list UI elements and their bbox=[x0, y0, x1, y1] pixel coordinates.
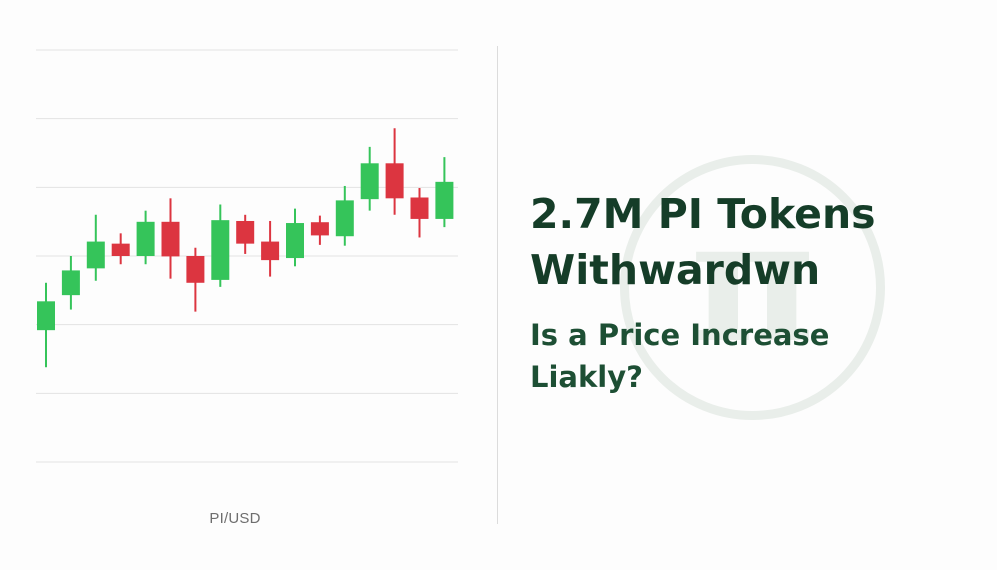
candle-body bbox=[360, 163, 379, 200]
candles bbox=[37, 128, 454, 368]
candle-down bbox=[310, 215, 329, 245]
candle-body bbox=[161, 221, 180, 257]
candle-down bbox=[111, 233, 130, 265]
pi-logo-watermark-icon: π bbox=[620, 155, 885, 420]
candle-body bbox=[261, 241, 280, 261]
candle-body bbox=[335, 200, 354, 237]
candlestick-chart: PI/USD bbox=[0, 0, 470, 570]
candle-body bbox=[435, 181, 454, 219]
grid-lines bbox=[36, 49, 458, 463]
subheadline: Is a Price Increase Liakly? bbox=[530, 314, 970, 398]
candle-up bbox=[286, 208, 304, 267]
candle-down bbox=[261, 220, 280, 277]
candle-body bbox=[385, 163, 404, 199]
candle-up bbox=[360, 146, 379, 211]
candle-up bbox=[335, 185, 354, 246]
candle-body bbox=[111, 243, 130, 256]
candle-down bbox=[236, 214, 255, 254]
candle-body bbox=[211, 220, 230, 280]
divider-line bbox=[497, 46, 498, 524]
candle-body bbox=[61, 270, 80, 296]
candle-body bbox=[236, 220, 255, 244]
headline: 2.7M PI Tokens Withwardwn bbox=[530, 186, 970, 298]
candle-up bbox=[37, 282, 55, 368]
candle-body bbox=[310, 222, 329, 236]
headline-line-2: Withwardwn bbox=[530, 246, 821, 294]
candle-down bbox=[410, 188, 429, 238]
candle-down bbox=[186, 247, 205, 312]
pair-label: PI/USD bbox=[209, 510, 261, 527]
subheadline-line-2: Liakly? bbox=[530, 360, 643, 394]
candle-up bbox=[211, 204, 230, 287]
candle-body bbox=[136, 221, 155, 256]
subheadline-line-1: Is a Price Increase bbox=[530, 318, 830, 352]
candle-body bbox=[286, 223, 304, 259]
candle-up bbox=[86, 214, 105, 281]
candle-up bbox=[136, 210, 155, 265]
watermark-symbol: π bbox=[690, 181, 814, 381]
candle-up bbox=[435, 157, 454, 228]
candle-body bbox=[86, 241, 105, 269]
candle-body bbox=[186, 256, 205, 283]
candle-body bbox=[410, 197, 429, 219]
headline-line-1: 2.7M PI Tokens bbox=[530, 190, 876, 238]
candle-body bbox=[37, 301, 55, 331]
chart-canvas bbox=[36, 49, 458, 463]
candle-down bbox=[385, 128, 404, 215]
candle-down bbox=[161, 198, 180, 279]
candle-up bbox=[61, 256, 80, 310]
